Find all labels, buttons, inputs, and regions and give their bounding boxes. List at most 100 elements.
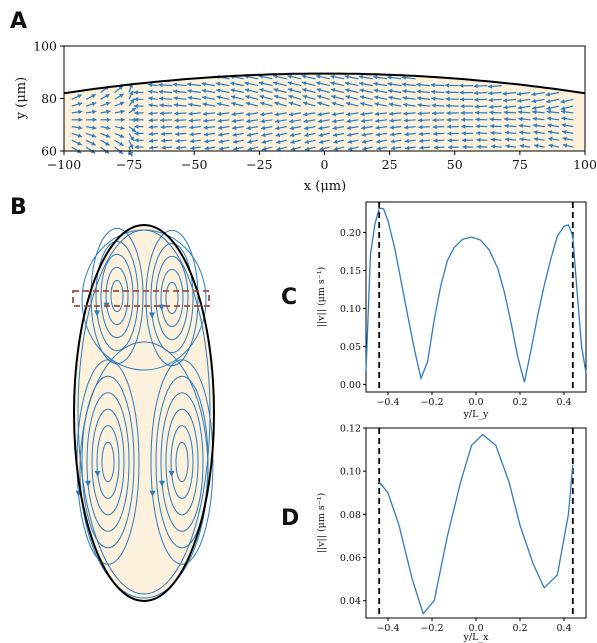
arrow-head xyxy=(189,138,195,144)
arrow-head xyxy=(105,133,111,138)
arrow-head xyxy=(304,139,309,144)
arrow-head xyxy=(230,88,235,93)
y-tick-label: 0.06 xyxy=(340,553,361,564)
arrow-head xyxy=(445,90,450,95)
arrow-head xyxy=(361,132,366,137)
arrow-head xyxy=(120,125,125,130)
arrow-head xyxy=(275,125,280,131)
arrow-head xyxy=(303,119,308,124)
y-tick-label-a: 60 xyxy=(41,144,57,159)
stream-arrow xyxy=(168,470,175,477)
arrow-head xyxy=(373,75,378,80)
y-axis-label-d: ||v|| (μm s⁻¹) xyxy=(316,493,327,554)
arrow-head xyxy=(148,124,153,130)
arrow-head xyxy=(388,95,393,100)
arrow-head xyxy=(232,132,237,137)
arrow-head xyxy=(134,110,139,116)
arrow-head xyxy=(301,81,307,86)
arrow-head xyxy=(373,88,379,93)
arrow-head xyxy=(402,82,407,87)
arrow-head xyxy=(133,90,138,95)
arrow-head xyxy=(77,141,82,146)
sample-box xyxy=(72,290,210,307)
arrow-head xyxy=(330,88,336,93)
streamline xyxy=(91,408,125,516)
streamline xyxy=(155,255,189,341)
arrow-head xyxy=(188,118,193,123)
arrow-head xyxy=(503,105,508,110)
arrow-head xyxy=(489,104,494,110)
arrow-head xyxy=(459,83,464,88)
x-tick-label: 0.4 xyxy=(556,623,571,634)
arrow-head xyxy=(459,90,464,95)
x-axis-label-a: x (μm) xyxy=(304,179,346,194)
panel-c: −0.4 −0.2 0.0 0.2 0.4 0.00 0.05 0.10 0.15 0.20 y/… xyxy=(316,201,587,420)
arrow-head xyxy=(346,111,351,117)
arrow-head xyxy=(360,101,365,107)
arrow-head xyxy=(376,146,381,151)
arrow-head xyxy=(474,104,479,109)
arrow-head xyxy=(290,146,296,151)
arrow-head xyxy=(419,138,424,143)
arrow-head xyxy=(274,94,279,99)
arrow-head xyxy=(418,118,423,123)
arrow-head xyxy=(78,117,83,122)
arrow-head xyxy=(430,82,435,88)
domain-outline xyxy=(73,224,215,602)
panel-d: −0.4 −0.2 0.0 0.2 0.4 0.04 0.06 0.08 0.10 0.12 y/… xyxy=(316,424,587,643)
arrow-head xyxy=(91,133,97,138)
arrow-head xyxy=(148,82,153,88)
arrow-head xyxy=(331,112,337,117)
arrow-head xyxy=(148,131,153,137)
arrow-head xyxy=(533,137,539,142)
arrow-head xyxy=(419,145,424,150)
arrow-head xyxy=(548,136,553,142)
arrow-head xyxy=(259,94,265,100)
velocity-arrows xyxy=(71,74,574,157)
arrow-head xyxy=(106,125,111,130)
arrow-head xyxy=(231,111,236,117)
arrow-head xyxy=(77,133,83,138)
arrow-head xyxy=(260,125,266,131)
arrow-head xyxy=(418,124,423,130)
arrow-head xyxy=(344,81,350,86)
arrow-head xyxy=(159,103,164,108)
arrow-head xyxy=(303,101,308,106)
streamline xyxy=(96,425,120,499)
y-tick-label-a: 100 xyxy=(33,39,57,54)
arrow-head xyxy=(245,101,251,106)
arrow-head xyxy=(332,118,337,124)
arrow-head xyxy=(105,141,110,146)
arrow-head xyxy=(215,81,221,86)
arrow-head xyxy=(389,125,394,130)
arrow-head xyxy=(160,124,165,130)
x-tick-label: −0.2 xyxy=(420,397,443,408)
arrow-head xyxy=(433,138,438,143)
arrow-head xyxy=(134,124,139,129)
arrow-head xyxy=(517,98,522,103)
stream-arrow xyxy=(94,470,101,477)
arrow-head xyxy=(475,124,480,129)
arrow-head xyxy=(401,75,406,80)
x-axis-a: −100 −75 −50 −25 0 25 50 75 100 xyxy=(47,151,597,172)
arrow-head xyxy=(330,81,335,86)
x-tick-label-a: 0 xyxy=(321,157,329,172)
arrow-head xyxy=(462,144,467,150)
arrow-head xyxy=(188,111,193,116)
arrow-head xyxy=(531,98,537,104)
arrow-head xyxy=(258,81,264,86)
arrow-head xyxy=(517,91,522,96)
arrow-head xyxy=(148,96,153,101)
arrow-head xyxy=(260,112,265,117)
arrow-head xyxy=(317,94,322,99)
axis-ticks-c: −0.4 −0.2 0.0 0.2 0.4 0.00 0.05 0.10 0.15 0.20 xyxy=(340,228,572,408)
arrow-head xyxy=(416,89,421,94)
streamline xyxy=(110,279,124,313)
arrow-head xyxy=(417,111,422,116)
arrow-head xyxy=(105,94,110,99)
arrow-head xyxy=(289,119,294,124)
arrow-head xyxy=(562,143,568,148)
arrow-head xyxy=(216,88,221,93)
x-tick-label-a: −25 xyxy=(246,157,272,172)
x-tick-label-a: 100 xyxy=(573,157,597,172)
